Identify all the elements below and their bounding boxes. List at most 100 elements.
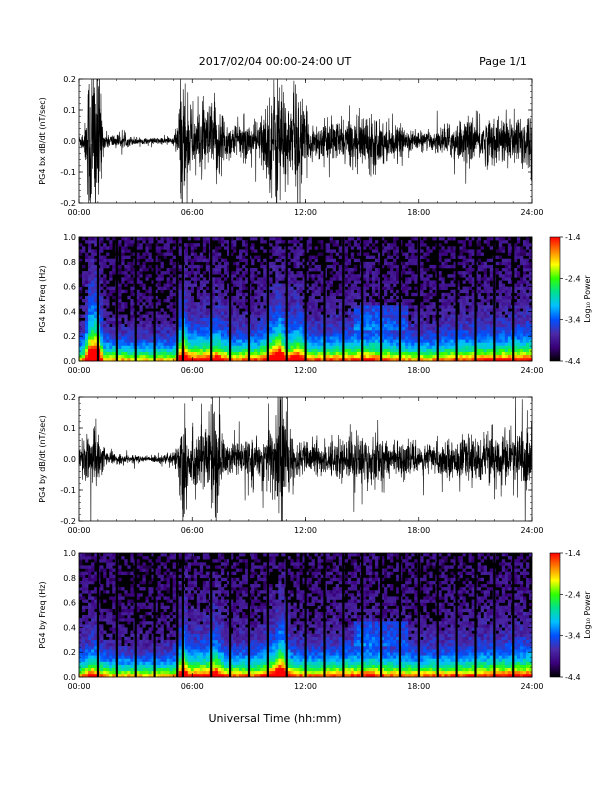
spectrogram-cell [528, 326, 533, 331]
spectrogram-cell [254, 302, 258, 306]
spectrogram-cell [154, 314, 158, 318]
spectrogram-cell [178, 292, 182, 297]
spectrogram-cell [205, 345, 210, 349]
spectrogram-cell [344, 264, 349, 269]
spectrogram-cell [501, 249, 506, 253]
spectrogram-cell [393, 258, 397, 263]
spectrogram-cell [504, 320, 509, 325]
spectrogram-cell [438, 305, 442, 309]
spectrogram-cell [257, 292, 261, 297]
spectrogram-cell [193, 255, 198, 259]
spectrogram-cell [516, 308, 521, 312]
spectrogram-cell [82, 237, 86, 241]
spectrogram-cell [106, 333, 110, 337]
spectrogram-cell [299, 339, 303, 343]
spectrogram-cell [498, 302, 503, 306]
spectrogram-cell [196, 317, 201, 321]
spectrogram-cell [302, 252, 306, 256]
spectrogram-cell [148, 336, 152, 340]
spectrogram-cell [151, 354, 155, 359]
spectrogram-cell [214, 339, 219, 343]
spectrogram-cell [263, 342, 267, 346]
spectrogram-cell [453, 345, 457, 349]
spectrogram-cell [350, 255, 355, 259]
spectrogram-cell [308, 320, 312, 325]
spectrogram-cell [299, 280, 303, 284]
spectrogram-cell [332, 354, 336, 359]
spectrogram-cell [151, 348, 155, 352]
spectrogram-cell [302, 274, 306, 278]
spectrogram-cell [344, 336, 349, 340]
spectrogram-cell [347, 299, 352, 303]
spectrogram-cell [103, 292, 107, 297]
spectrogram-cell [130, 261, 134, 266]
spectrogram-cell [154, 330, 158, 334]
spectrogram-cell [217, 326, 222, 331]
spectrogram-cell [522, 289, 527, 294]
spectrogram-cell [124, 345, 128, 349]
spectrogram-cell [242, 295, 246, 300]
spectrogram-cell [519, 261, 524, 266]
spectrogram-cell [347, 351, 352, 356]
spectrogram-cell [393, 320, 397, 325]
spectrogram-cell [450, 330, 454, 334]
spectrogram-cell [423, 345, 427, 349]
spectrogram-cell [423, 311, 427, 315]
spectrogram-cell [217, 292, 222, 297]
spectrogram-cell [453, 333, 457, 337]
spectrogram-cell [293, 311, 297, 315]
spectrogram-cell [293, 354, 297, 359]
spectrogram-cell [118, 323, 122, 328]
spectrogram-cell [338, 292, 343, 297]
spectrogram-cell [302, 264, 306, 269]
spectrogram-cell [453, 255, 457, 259]
spectrogram-cell [332, 308, 336, 312]
spectrogram-cell [287, 295, 291, 300]
spectrogram-cell [381, 264, 385, 269]
spectrogram-cell [121, 308, 125, 312]
spectrogram-cell [441, 317, 445, 321]
spectrogram-cell [169, 302, 173, 306]
spectrogram-cell [528, 255, 533, 259]
spectrogram-cell [220, 336, 225, 340]
spectrogram-cell [483, 323, 487, 328]
spectrogram-cell [314, 320, 318, 325]
spectrogram-cell [374, 317, 379, 321]
spectrogram-cell [347, 243, 352, 247]
spectrogram-cell [290, 311, 294, 315]
spectrogram-cell [471, 333, 475, 337]
spectrogram-cell [507, 330, 512, 334]
spectrogram-cell [377, 302, 382, 306]
spectrogram-cell [106, 351, 110, 356]
spectrogram-cell [233, 274, 237, 278]
spectrogram-cell [314, 264, 318, 269]
spectrogram-cell [163, 286, 167, 290]
spectrogram-cell [353, 326, 358, 331]
spectrogram-cell [338, 342, 343, 346]
spectrogram-cell [88, 345, 92, 349]
spectrogram-cell [269, 292, 273, 297]
spectrogram-cell [408, 320, 412, 325]
spectrogram-cell [106, 292, 110, 297]
spectrogram-cell [453, 354, 457, 359]
spectrogram-cell [103, 299, 107, 303]
spectrogram-cell [450, 289, 454, 294]
spectrogram-cell [260, 246, 264, 250]
spectrogram-cell [432, 268, 436, 272]
spectrogram-cell [142, 357, 146, 362]
spectrogram-cell [504, 339, 509, 343]
spectrogram-cell [190, 345, 195, 349]
spectrogram-cell [220, 302, 225, 306]
spectrogram-cell [489, 339, 494, 343]
spectrogram-cell [486, 336, 491, 340]
spectrogram-cell [196, 342, 201, 346]
spectrogram-cell [525, 357, 530, 362]
spectrogram-cell [462, 240, 466, 244]
spectrogram-cell [462, 305, 466, 309]
spectrogram-cell [296, 317, 300, 321]
spectrogram-cell [293, 336, 297, 340]
spectrogram-cell [118, 339, 122, 343]
spectrogram-cell [287, 305, 291, 309]
spectrogram-cell [245, 305, 249, 309]
spectrogram-cell [169, 336, 173, 340]
